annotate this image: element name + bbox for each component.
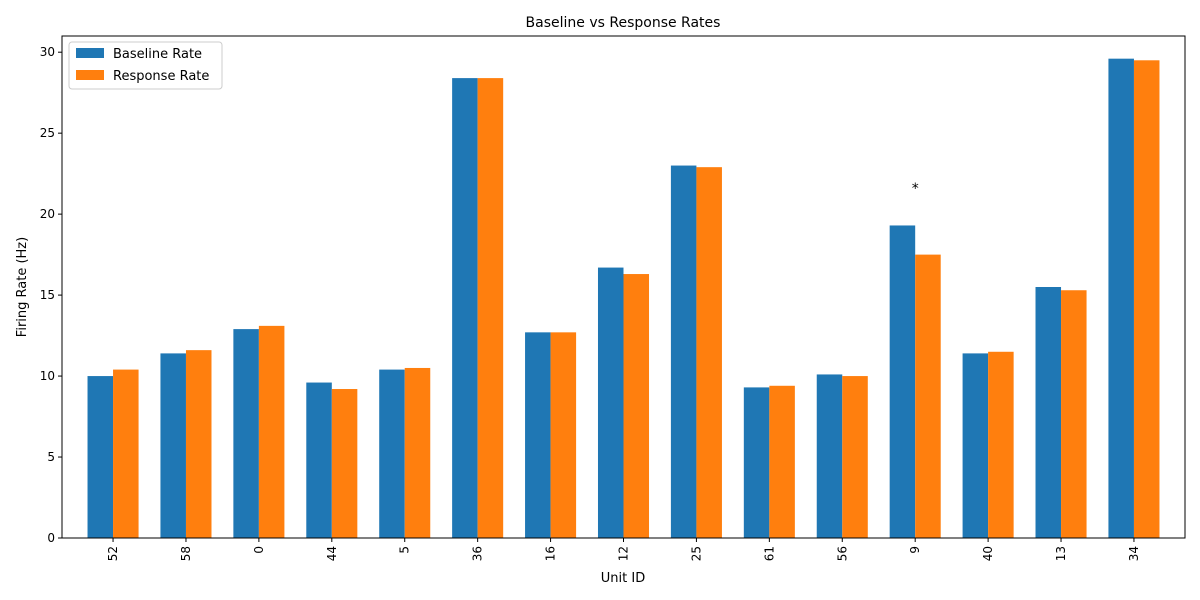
bar-baseline-25 xyxy=(670,165,697,538)
bar-response-56 xyxy=(842,376,868,538)
bar-response-58 xyxy=(185,350,212,538)
bar-response-44 xyxy=(331,389,358,538)
bar-response-16 xyxy=(550,332,577,538)
bar-response-36 xyxy=(477,78,504,539)
bar-baseline-36 xyxy=(452,78,478,539)
bar-baseline-12 xyxy=(597,267,624,538)
bar-baseline-5 xyxy=(379,369,405,538)
x-tick-label-5: 5 xyxy=(398,546,412,554)
x-tick-label-56: 56 xyxy=(835,546,849,561)
y-tick-label-0: 0 xyxy=(47,531,55,545)
plot-area: * xyxy=(87,58,1160,539)
x-tick-label-9: 9 xyxy=(908,546,922,554)
x-tick-label-12: 12 xyxy=(617,546,631,561)
bar-response-0 xyxy=(258,325,285,538)
bar-baseline-9 xyxy=(889,225,916,538)
bar-baseline-56 xyxy=(816,374,843,538)
x-tick-label-16: 16 xyxy=(544,546,558,561)
x-tick-label-34: 34 xyxy=(1127,546,1141,561)
bar-baseline-16 xyxy=(525,332,551,538)
bar-response-13 xyxy=(1061,290,1087,538)
bar-baseline-52 xyxy=(87,376,114,538)
x-tick-label-61: 61 xyxy=(762,546,776,561)
x-tick-label-52: 52 xyxy=(106,546,120,561)
legend-swatch-baseline xyxy=(76,48,104,58)
x-tick-label-58: 58 xyxy=(179,546,193,561)
x-tick-label-0: 0 xyxy=(252,546,266,554)
bar-baseline-13 xyxy=(1035,287,1062,538)
legend-label-response: Response Rate xyxy=(113,69,209,84)
x-tick-label-44: 44 xyxy=(325,546,339,561)
bar-response-34 xyxy=(1133,60,1160,539)
bar-baseline-0 xyxy=(233,329,259,538)
y-tick-label-25: 25 xyxy=(40,126,55,140)
annotation-9: * xyxy=(912,181,919,197)
bar-baseline-58 xyxy=(160,353,186,538)
bar-baseline-40 xyxy=(962,353,989,538)
legend: Baseline Rate Response Rate xyxy=(68,41,223,90)
bar-response-25 xyxy=(696,167,722,539)
y-tick-label-10: 10 xyxy=(40,369,55,383)
bar-response-61 xyxy=(769,385,795,538)
legend-label-baseline: Baseline Rate xyxy=(113,47,202,62)
x-tick-label-25: 25 xyxy=(689,546,703,561)
y-tick-label-5: 5 xyxy=(47,450,55,464)
bar-response-40 xyxy=(988,351,1014,538)
x-tick-label-40: 40 xyxy=(981,546,995,561)
axes: 52 58 0 44 5 36 16 12 25 61 56 9 40 13 34 0 5 10 15 20 25 30 xyxy=(40,35,1186,561)
chart-title: Baseline vs Response Rates xyxy=(526,15,721,31)
bar-response-12 xyxy=(623,274,650,538)
plot-frame xyxy=(61,35,1186,539)
bar-baseline-61 xyxy=(743,387,770,538)
y-axis-label: Firing Rate (Hz) xyxy=(15,237,30,337)
x-axis-label: Unit ID xyxy=(601,571,645,586)
bar-baseline-34 xyxy=(1108,58,1134,539)
y-tick-label-20: 20 xyxy=(40,207,55,221)
bar-response-5 xyxy=(404,367,431,538)
legend-swatch-response xyxy=(76,70,104,80)
y-tick-label-30: 30 xyxy=(40,45,55,59)
y-tick-label-15: 15 xyxy=(40,288,55,302)
bar-response-9 xyxy=(915,254,941,538)
x-tick-label-13: 13 xyxy=(1054,546,1068,561)
bar-baseline-44 xyxy=(306,382,332,538)
x-tick-label-36: 36 xyxy=(471,546,485,561)
bar-response-52 xyxy=(113,369,139,538)
legend-box xyxy=(68,41,223,90)
